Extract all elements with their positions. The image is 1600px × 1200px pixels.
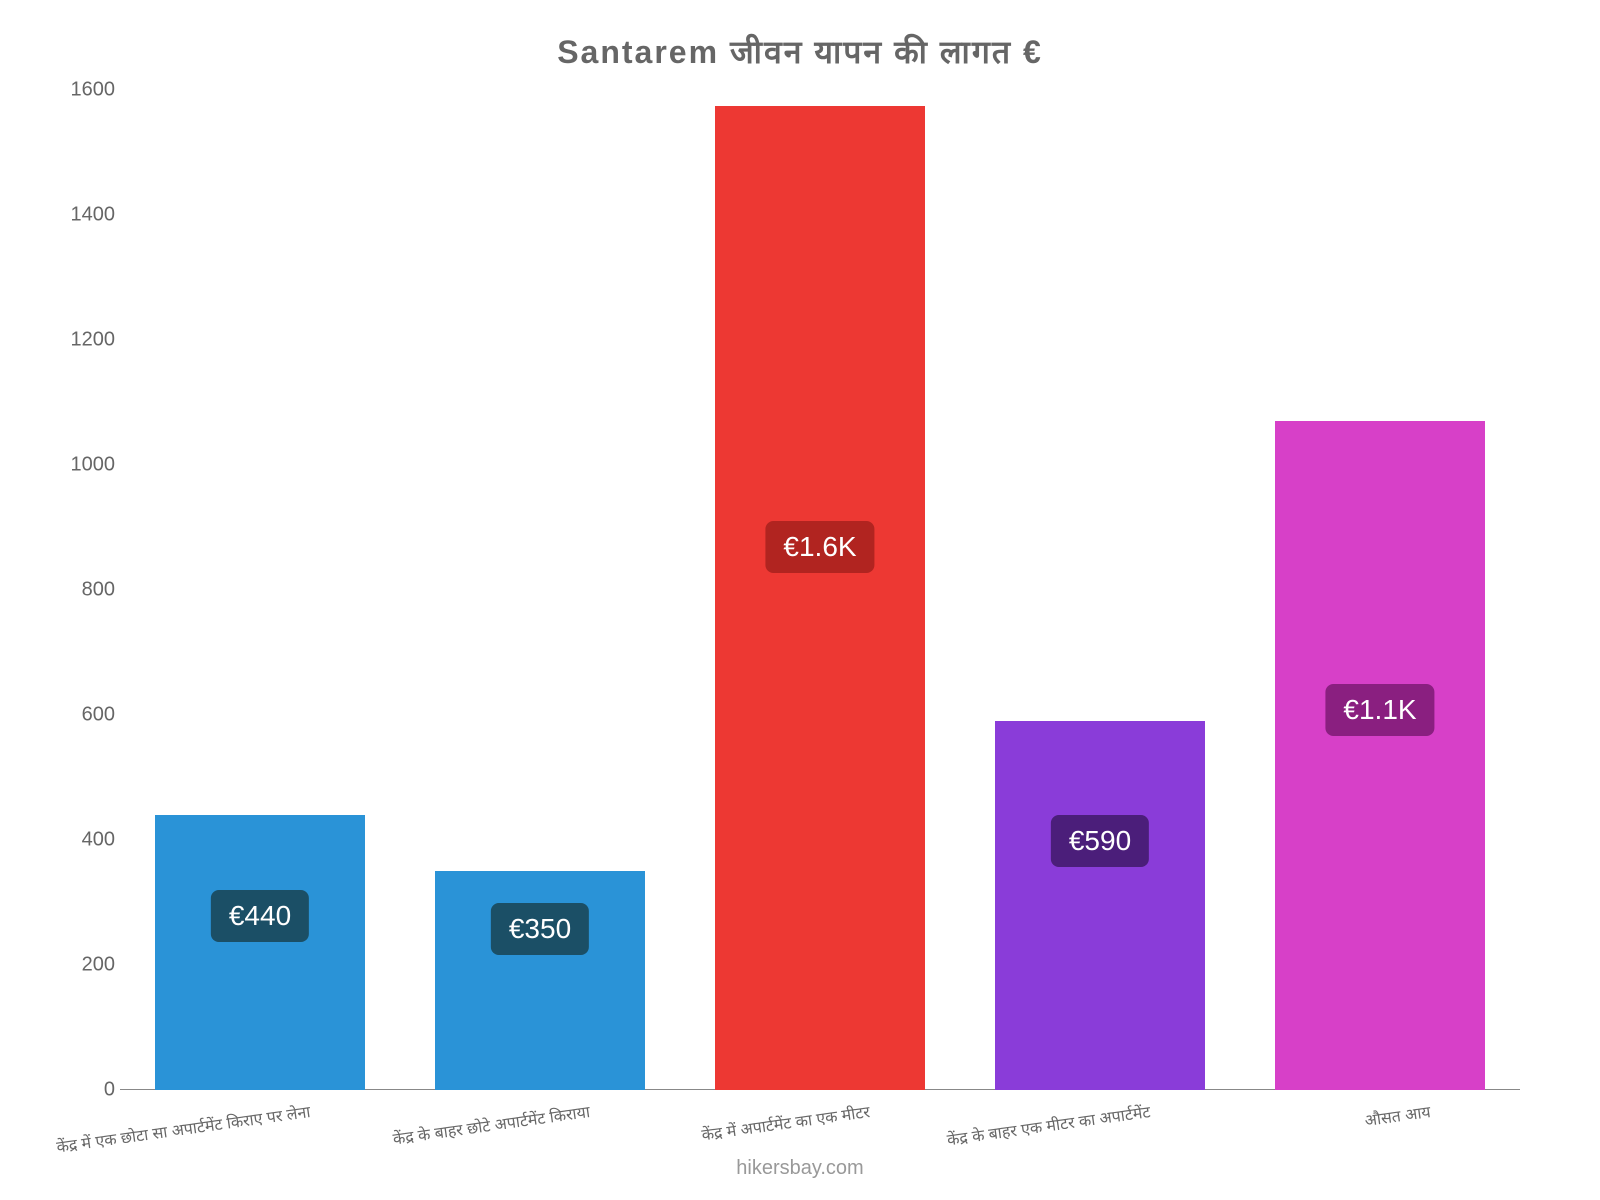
bar <box>155 815 365 1090</box>
y-tick-label: 0 <box>60 1079 115 1102</box>
y-tick-label: 1600 <box>60 79 115 102</box>
y-tick-label: 1400 <box>60 204 115 227</box>
y-tick-label: 1000 <box>60 454 115 477</box>
bar-value-label: €350 <box>491 903 589 955</box>
bar-value-label: €1.6K <box>765 521 874 573</box>
y-tick-label: 1200 <box>60 329 115 352</box>
chart-title: Santarem जीवन यापन की लागत € <box>0 30 1600 73</box>
x-tick-label: केंद्र के बाहर छोटे अपार्टमेंट किराया <box>392 1100 592 1149</box>
chart-footer: hikersbay.com <box>0 1157 1600 1180</box>
plot-area: 02004006008001000120014001600€440€350€1.… <box>120 90 1520 1090</box>
x-tick-label: केंद्र के बाहर एक मीटर का अपार्टमेंट <box>945 1100 1151 1150</box>
x-axis-labels: केंद्र में एक छोटा सा अपार्टमेंट किराए प… <box>120 1095 1520 1155</box>
x-tick-label: केंद्र में एक छोटा सा अपार्टमेंट किराए प… <box>55 1100 312 1157</box>
cost-of-living-chart: Santarem जीवन यापन की लागत € 0 200 400 600 8… <box>0 0 1600 1200</box>
bar-value-label: €590 <box>1051 815 1149 867</box>
y-tick-label: 400 <box>60 829 115 852</box>
x-tick-label: केंद्र में अपार्टमेंट का एक मीटर <box>700 1100 871 1145</box>
y-tick-label: 200 <box>60 954 115 977</box>
bar <box>995 721 1205 1090</box>
y-tick-label: 800 <box>60 579 115 602</box>
bar <box>715 106 925 1090</box>
x-tick-label: औसत आय <box>1363 1100 1432 1131</box>
bar <box>1275 421 1485 1090</box>
y-tick-label: 600 <box>60 704 115 727</box>
bar-value-label: €1.1K <box>1325 684 1434 736</box>
bar-value-label: €440 <box>211 890 309 942</box>
